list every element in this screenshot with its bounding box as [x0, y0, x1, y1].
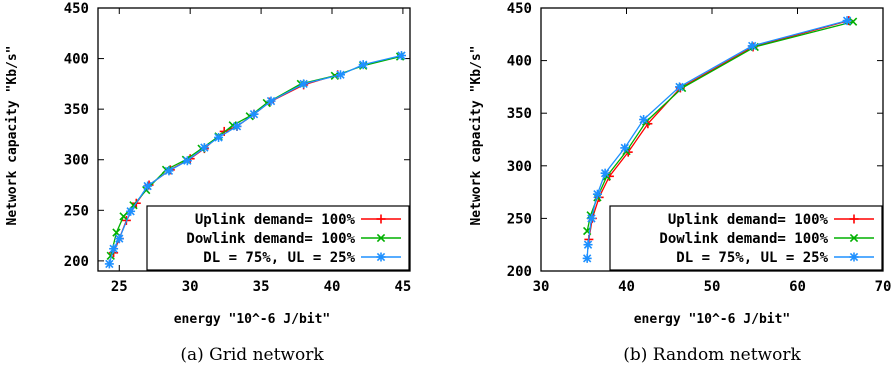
data-point — [299, 79, 309, 89]
y-tick-label: 400 — [507, 54, 532, 70]
series-x — [583, 17, 858, 236]
legend-label: Uplink demand= 100% — [195, 212, 356, 228]
plot-frame — [97, 7, 411, 272]
y-tick-label: 250 — [64, 203, 89, 219]
data-point — [119, 212, 128, 221]
data-point — [232, 121, 242, 131]
data-point — [358, 60, 368, 70]
data-point — [143, 181, 153, 191]
x-axis-label: energy "10^-6 J/bit" — [634, 312, 791, 327]
y-tick-label: 300 — [507, 159, 532, 175]
data-point — [396, 51, 406, 61]
data-point — [104, 259, 114, 269]
y-tick-label: 350 — [507, 106, 532, 122]
y-tick-label: 400 — [64, 52, 89, 68]
data-point — [126, 206, 136, 216]
series-line — [108, 54, 402, 265]
legend-marker — [849, 233, 859, 243]
y-tick-label: 200 — [64, 254, 89, 270]
x-tick-label: 40 — [324, 279, 341, 295]
series-line — [586, 21, 854, 232]
y-tick-label: 200 — [507, 264, 532, 280]
data-point — [675, 82, 685, 92]
legend-marker — [376, 233, 386, 243]
data-point — [249, 109, 259, 119]
grid-network-chart: 25 30 35 40 45 200 250 300 350 400 450 energy "10^-… — [5, 1, 411, 365]
data-point — [582, 253, 592, 263]
data-point — [600, 168, 610, 178]
x-tick-label: 70 — [875, 279, 892, 295]
y-tick-label: 350 — [64, 102, 89, 118]
legend-label: Dowlink demand= 100% — [659, 231, 828, 247]
series-star — [104, 51, 406, 269]
data-point — [747, 41, 757, 51]
y-axis-label: Network capacity "Kb/s" — [469, 45, 484, 225]
x-tick-label: 40 — [618, 279, 635, 295]
legend: Uplink demand= 100% Dowlink demand= 100% D… — [609, 205, 883, 271]
data-point — [583, 240, 593, 250]
legend-label: Uplink demand= 100% — [668, 212, 829, 228]
x-tick-label: 30 — [182, 279, 199, 295]
x-tick-label: 45 — [394, 279, 411, 295]
legend-marker — [376, 214, 386, 224]
data-point — [106, 251, 115, 260]
y-tick-label: 450 — [507, 1, 532, 17]
y-tick-label: 450 — [64, 1, 89, 17]
data-point — [114, 234, 124, 244]
data-point — [586, 213, 596, 223]
data-point — [336, 70, 346, 80]
data-point — [109, 244, 119, 254]
x-tick-label: 30 — [533, 279, 550, 295]
figure-caption: (b) Random network — [623, 345, 801, 365]
data-point — [214, 132, 224, 142]
x-axis-label: energy "10^-6 J/bit" — [174, 312, 331, 327]
legend-label: DL = 75%, UL = 25% — [203, 250, 355, 266]
data-point — [842, 16, 852, 26]
data-point — [182, 156, 192, 166]
legend-label: Dowlink demand= 100% — [186, 231, 355, 247]
data-point — [592, 189, 602, 199]
series-star — [582, 16, 852, 263]
legend-marker — [849, 252, 859, 262]
legend: Uplink demand= 100% Dowlink demand= 100% D… — [146, 205, 410, 271]
series-line — [586, 19, 848, 259]
figure-caption: (a) Grid network — [180, 345, 324, 365]
legend-label: DL = 75%, UL = 25% — [676, 250, 828, 266]
y-tick-label: 250 — [507, 211, 532, 227]
x-tick-label: 25 — [111, 279, 128, 295]
y-axis-label: Network capacity "Kb/s" — [5, 45, 20, 225]
x-tick-label: 35 — [253, 279, 270, 295]
legend-marker — [376, 252, 386, 262]
random-network-chart: 30 40 50 60 70 200 250 300 350 400 450 energy "10^-… — [469, 1, 891, 365]
data-point — [266, 96, 276, 106]
y-tick-label: 300 — [64, 153, 89, 169]
x-tick-label: 50 — [704, 279, 721, 295]
x-tick-label: 60 — [789, 279, 806, 295]
data-point — [199, 143, 209, 153]
legend-marker — [849, 214, 859, 224]
data-point — [620, 143, 630, 153]
data-point — [164, 166, 174, 176]
data-point — [639, 115, 649, 125]
